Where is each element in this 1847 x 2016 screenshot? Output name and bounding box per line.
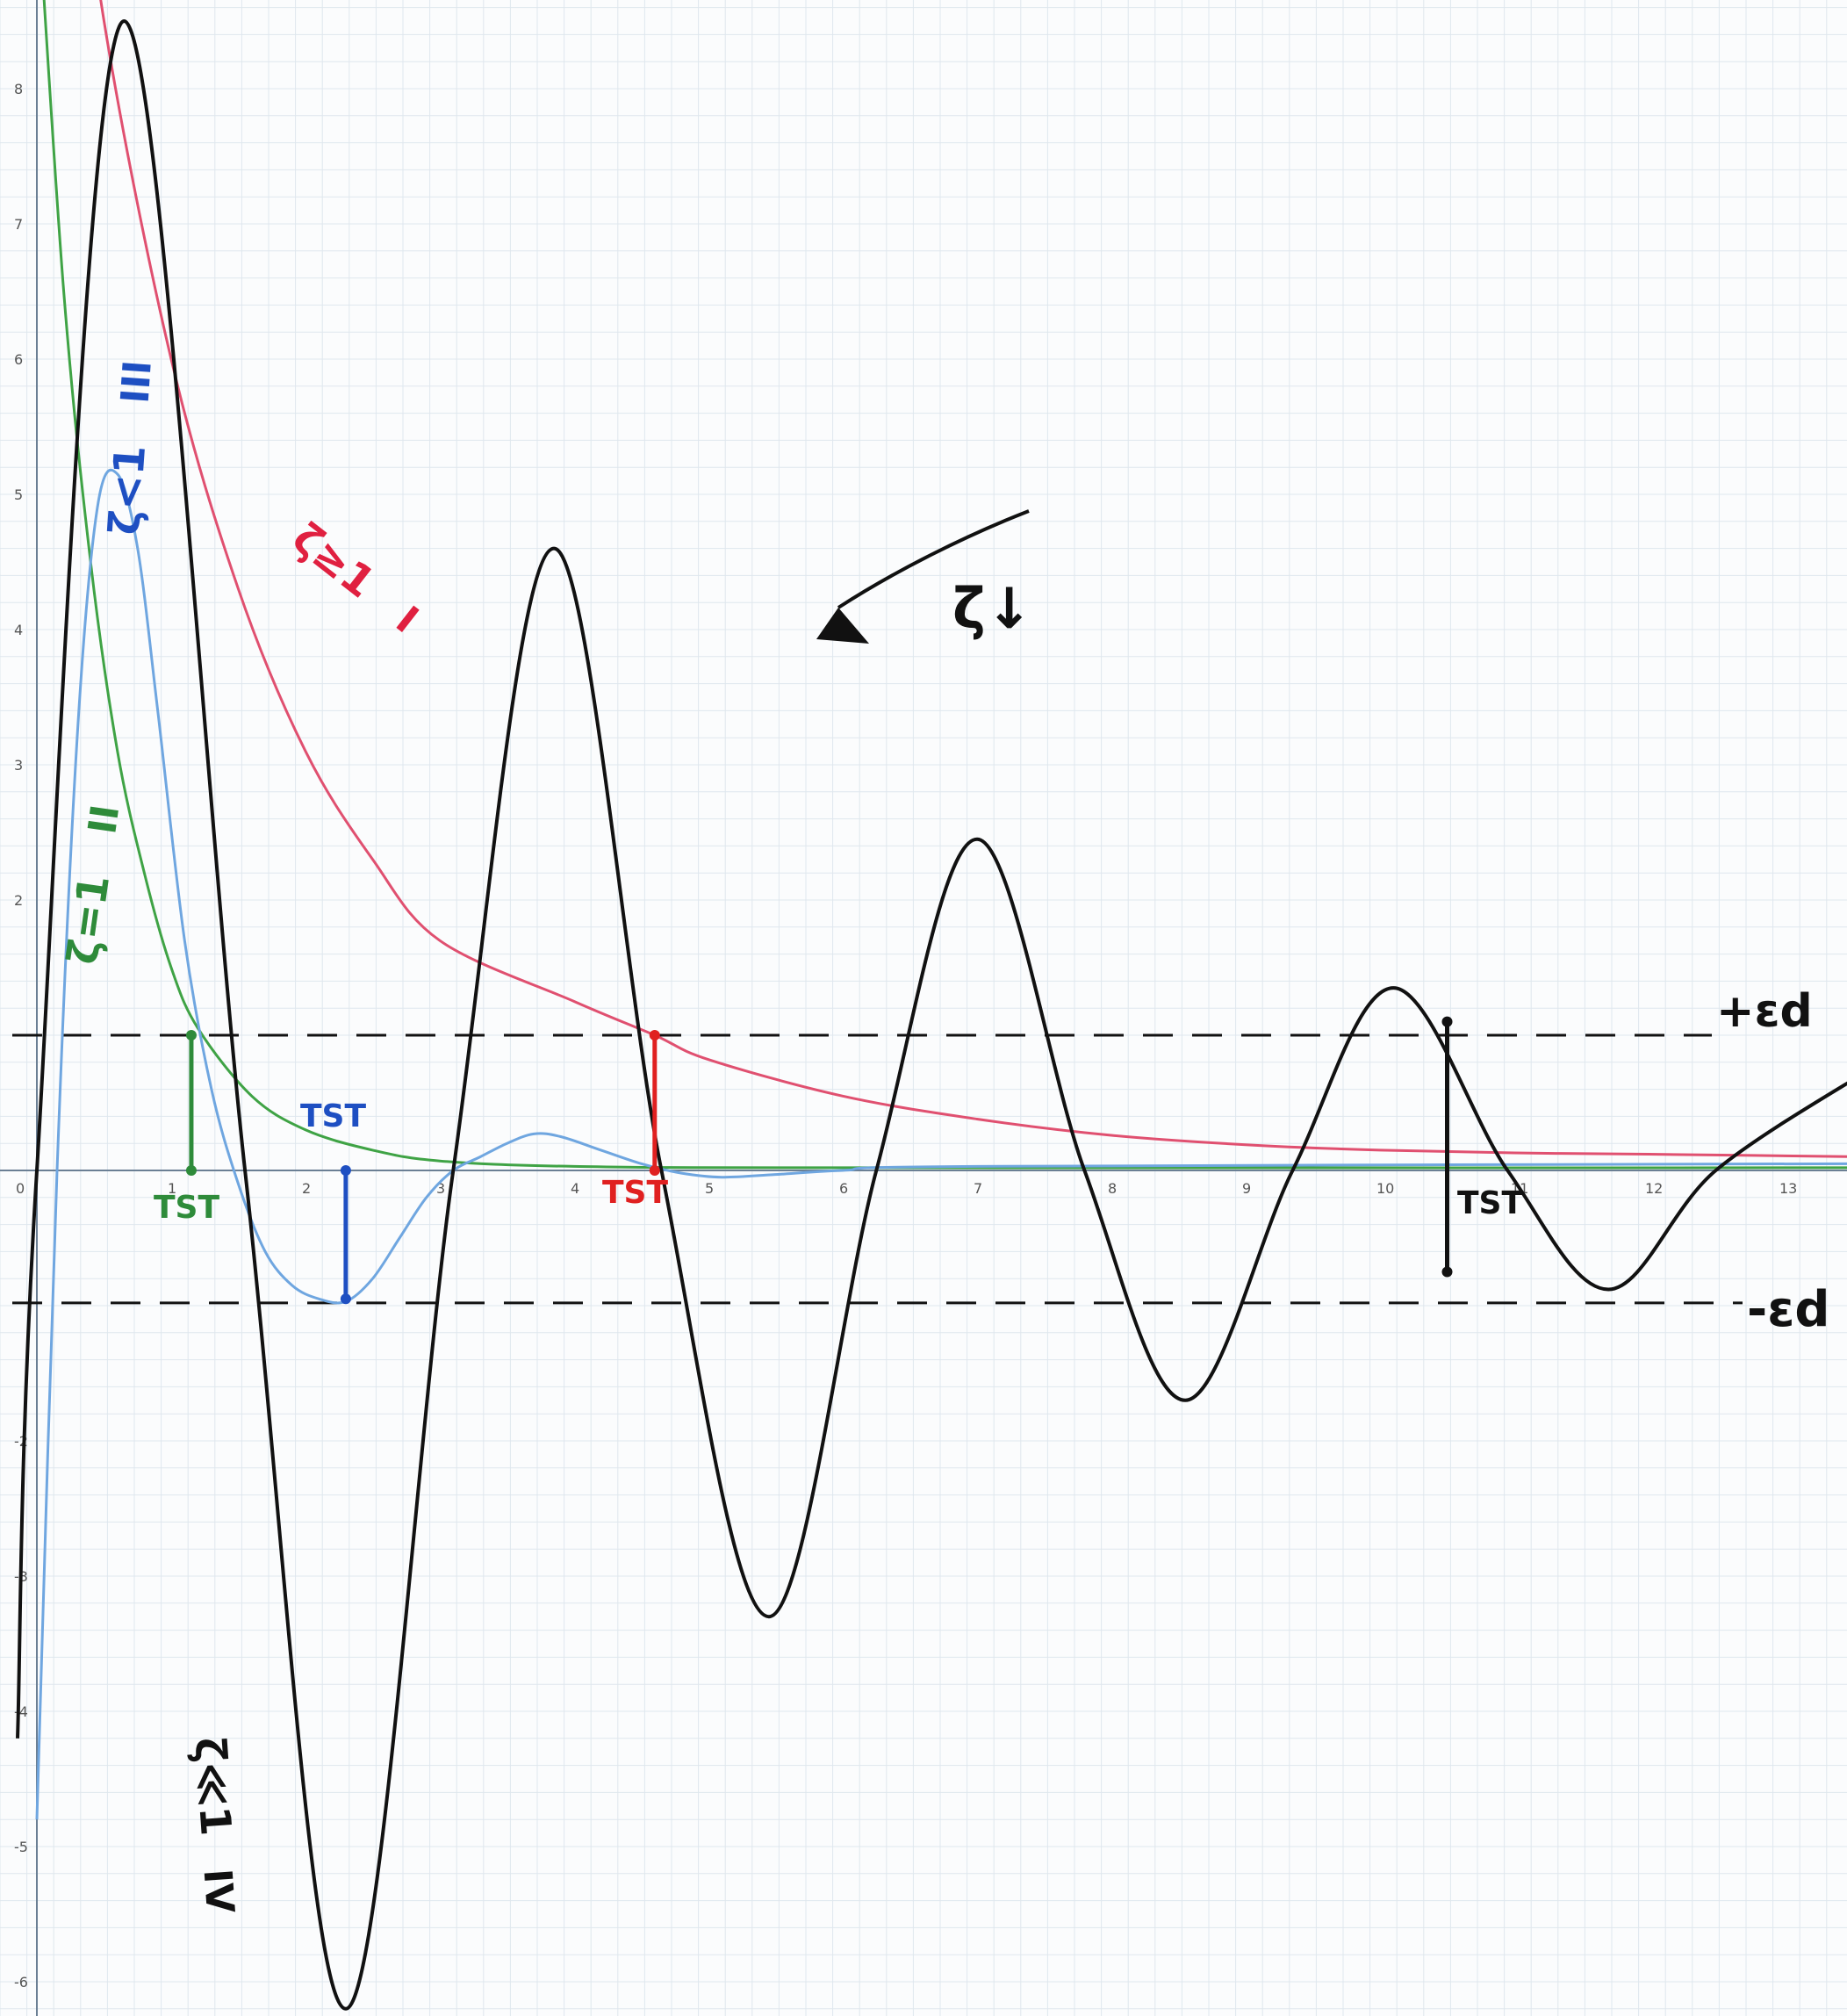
curve-iv bbox=[16, 19, 1847, 2011]
settling-dot-iv bbox=[1441, 1266, 1453, 1278]
curve-label-iv: ζ≪1 IV bbox=[184, 1736, 242, 1915]
curve-label-zeta-i: ζ≥1 bbox=[284, 514, 384, 608]
settling-dot-ii bbox=[185, 1165, 197, 1176]
curve-label-roman-iii: III bbox=[113, 359, 161, 406]
x-tick-label: 6 bbox=[839, 1180, 848, 1197]
curve-label-iii: ζ<1 III bbox=[100, 359, 161, 536]
zeta-decrease-label: ζ↓ bbox=[952, 577, 1032, 642]
curve-label-i: ζ≥1I bbox=[284, 514, 427, 642]
curve-label-ii: ζ=1 II bbox=[58, 802, 128, 968]
curve-iii bbox=[35, 468, 1847, 1820]
y-tick-label: -5 bbox=[14, 1839, 28, 1855]
settling-dot-ii bbox=[185, 1030, 197, 1040]
y-tick-label: 4 bbox=[14, 622, 23, 638]
x-tick-label: 2 bbox=[302, 1180, 311, 1197]
curve-label-zeta-iii: ζ<1 bbox=[100, 443, 155, 536]
curve-label-roman-ii: II bbox=[80, 802, 128, 837]
y-tick-label: 5 bbox=[14, 486, 23, 503]
y-tick-label: 8 bbox=[14, 81, 23, 97]
settling-time-label-iii: TST bbox=[300, 1098, 366, 1134]
y-tick-label: 7 bbox=[14, 216, 23, 233]
upper-tolerance-label: +εd bbox=[1716, 985, 1813, 1038]
x-tick-label: 9 bbox=[1242, 1180, 1251, 1197]
curves bbox=[16, 0, 1847, 2011]
x-tick-label: 8 bbox=[1108, 1180, 1117, 1197]
x-tick-label: 7 bbox=[974, 1180, 982, 1197]
x-tick-label: 1 bbox=[168, 1180, 176, 1197]
x-tick-label: 3 bbox=[436, 1180, 445, 1197]
y-tick-label: 3 bbox=[14, 757, 23, 774]
settling-dot-iii bbox=[340, 1165, 351, 1176]
x-tick-label: 12 bbox=[1645, 1180, 1663, 1197]
x-tick-label: 10 bbox=[1376, 1180, 1394, 1197]
x-tick-label: 13 bbox=[1779, 1180, 1797, 1197]
settling-time-label-iv: TST bbox=[1457, 1185, 1523, 1221]
y-tick-label: 6 bbox=[14, 351, 23, 368]
curve-label-roman-i: I bbox=[387, 598, 426, 642]
x-tick-label: 4 bbox=[571, 1180, 579, 1197]
x-tick-label: 0 bbox=[16, 1180, 25, 1197]
x-tick-label: 5 bbox=[705, 1180, 714, 1197]
settling-dot-iv bbox=[1441, 1016, 1453, 1027]
tolerance-band: +εd -εd bbox=[12, 985, 1830, 1338]
settling-dot-iii bbox=[340, 1293, 351, 1305]
lower-tolerance-label: -εd bbox=[1747, 1281, 1830, 1338]
settling-time-label-ii: TST bbox=[154, 1190, 219, 1226]
y-tick-label: 2 bbox=[14, 892, 23, 909]
y-tick-label: -4 bbox=[14, 1703, 28, 1720]
settling-dot-i bbox=[649, 1030, 660, 1040]
zeta-arrow-head bbox=[816, 608, 869, 644]
settling-dot-i bbox=[649, 1165, 660, 1176]
y-tick-label: -6 bbox=[14, 1974, 28, 1991]
curve-label-zeta-ii: ζ=1 bbox=[58, 872, 119, 968]
settling-time-label-i: TST bbox=[602, 1175, 668, 1211]
settling-markers: TST TST TST TST bbox=[154, 1016, 1523, 1305]
zeta-arrow-line bbox=[837, 509, 1030, 609]
curve-label-zeta-iv: ζ≪1 bbox=[184, 1736, 241, 1838]
curve-ii bbox=[42, 0, 1847, 1170]
curve-label-roman-iv: IV bbox=[194, 1868, 241, 1915]
